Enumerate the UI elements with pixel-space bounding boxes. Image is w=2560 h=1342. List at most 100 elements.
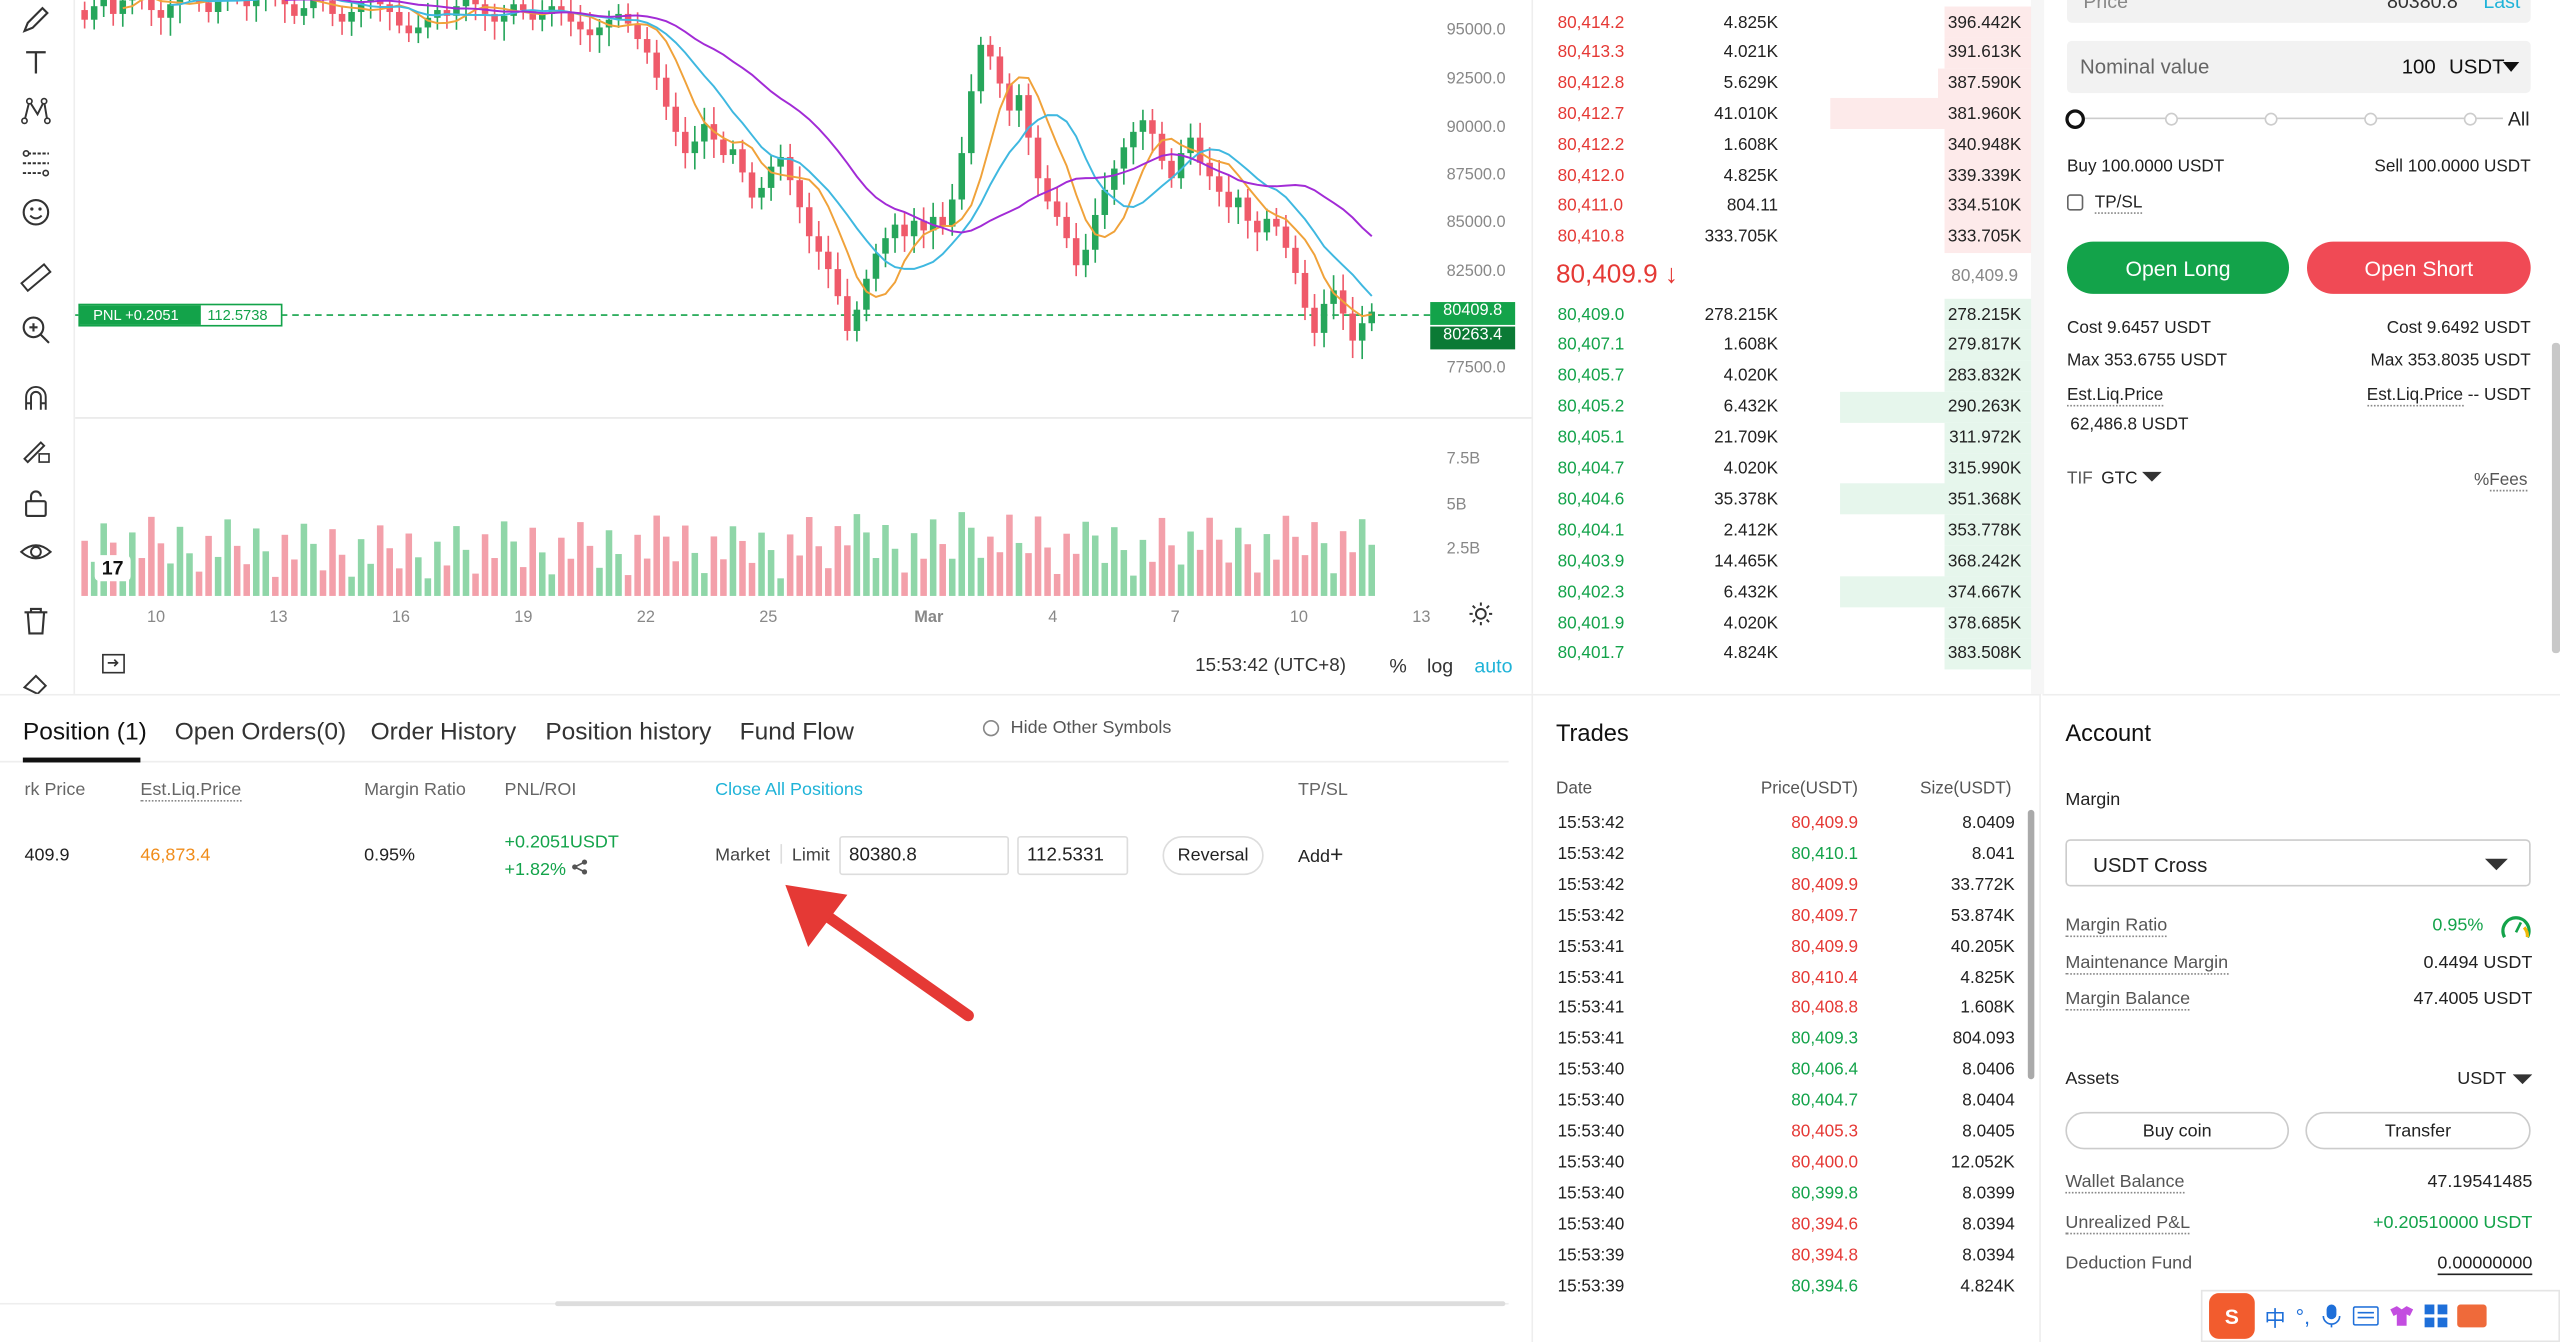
margin-mode-select[interactable]: USDT Cross bbox=[2065, 839, 2531, 887]
slider-mark[interactable] bbox=[2463, 112, 2477, 126]
auto-toggle[interactable]: auto bbox=[1474, 654, 1513, 678]
last-button[interactable]: Last bbox=[2483, 0, 2521, 14]
close-all-positions-button[interactable]: Close All Positions bbox=[715, 780, 863, 801]
price-input[interactable]: Price 80380.8 Last bbox=[2066, 0, 2531, 23]
tpsl-checkbox[interactable] bbox=[2066, 194, 2084, 211]
assets-unit[interactable]: USDT bbox=[2457, 1069, 2507, 1090]
tab-open-orders[interactable]: Open Orders(0) bbox=[174, 718, 347, 747]
bid-row[interactable]: 80,407.1 1.608K 279.817K bbox=[1533, 329, 2043, 361]
slider-mark[interactable] bbox=[2164, 112, 2179, 126]
keyboard-icon[interactable] bbox=[2352, 1306, 2379, 1326]
y-tick: 90000.0 bbox=[1446, 119, 1506, 138]
margin-balance-label[interactable]: Margin Balance bbox=[2065, 989, 2191, 1011]
ask-row[interactable]: 80,412.8 5.629K 387.590K bbox=[1533, 67, 2043, 99]
bid-row[interactable]: 80,405.7 4.020K 283.832K bbox=[1533, 360, 2043, 392]
ime-language[interactable]: 中 bbox=[2264, 1305, 2286, 1330]
bid-row[interactable]: 80,402.3 6.432K 374.667K bbox=[1533, 576, 2043, 608]
eraser-icon[interactable] bbox=[16, 663, 55, 702]
ask-row[interactable]: 80,412.0 4.825K 339.339K bbox=[1533, 160, 2043, 192]
mascot-icon[interactable] bbox=[2456, 1304, 2487, 1328]
bid-row[interactable]: 80,404.6 35.378K 351.368K bbox=[1533, 483, 2043, 515]
bid-row[interactable]: 80,404.1 2.412K 353.778K bbox=[1533, 514, 2043, 546]
chart-settings-icon[interactable] bbox=[1469, 602, 1493, 633]
tab-position[interactable]: Position (1) bbox=[22, 718, 147, 747]
date-range-icon[interactable] bbox=[101, 653, 127, 684]
tab-position-history[interactable]: Position history bbox=[545, 718, 712, 747]
fib-tool-icon[interactable] bbox=[16, 144, 55, 183]
caret-down-icon[interactable] bbox=[2501, 57, 2521, 80]
ruler-icon[interactable] bbox=[16, 258, 55, 297]
pattern-tool-icon[interactable] bbox=[16, 91, 55, 130]
bid-row[interactable]: 80,401.7 4.824K 383.508K bbox=[1533, 638, 2043, 670]
bid-row[interactable]: 80,404.7 4.020K 315.990K bbox=[1533, 453, 2043, 485]
zoom-in-icon[interactable] bbox=[16, 310, 55, 349]
est-liq-label[interactable]: Est.Liq.Price bbox=[2066, 385, 2164, 407]
hide-other-radio[interactable] bbox=[982, 720, 1000, 737]
log-toggle[interactable]: log bbox=[1426, 654, 1454, 678]
est-liq-label[interactable]: Est.Liq.Price bbox=[2366, 385, 2464, 407]
ask-row[interactable]: 80,412.2 1.608K 340.948K bbox=[1533, 129, 2043, 161]
percent-toggle[interactable]: % bbox=[1389, 654, 1407, 678]
market-close-button[interactable]: Market bbox=[715, 845, 771, 866]
trade-row: 15:53:42 80,410.1 8.041 bbox=[1533, 844, 2023, 875]
trades-scrollbar[interactable] bbox=[2027, 809, 2035, 1080]
punctuation-icon[interactable]: °, bbox=[2295, 1303, 2310, 1329]
skin-icon[interactable] bbox=[2388, 1305, 2414, 1328]
amount-slider[interactable] bbox=[2065, 108, 2514, 131]
limit-price-input[interactable]: 80380.8 bbox=[839, 835, 1010, 876]
ask-row[interactable]: 80,411.0 804.11 334.510K bbox=[1533, 190, 2043, 222]
nominal-value-input[interactable]: Nominal value 100 USDT bbox=[2066, 40, 2531, 94]
pnl-line-label[interactable]: PNL +0.2051 112.5738 bbox=[78, 303, 283, 327]
bid-row[interactable]: 80,405.2 6.432K 290.263K bbox=[1533, 391, 2043, 423]
sogou-logo-icon[interactable]: S bbox=[2209, 1293, 2255, 1339]
microphone-icon[interactable] bbox=[2320, 1303, 2343, 1329]
slider-mark[interactable] bbox=[2364, 112, 2378, 126]
transfer-button[interactable]: Transfer bbox=[2305, 1111, 2531, 1150]
bid-row[interactable]: 80,405.1 21.709K 311.972K bbox=[1533, 422, 2043, 454]
reversal-button[interactable]: Reversal bbox=[1162, 835, 1264, 876]
eye-icon[interactable] bbox=[16, 532, 55, 571]
hide-other-label[interactable]: Hide Other Symbols bbox=[1010, 718, 1172, 738]
tab-fund-flow[interactable]: Fund Flow bbox=[739, 718, 854, 747]
slider-all[interactable]: All bbox=[2507, 107, 2530, 131]
bid-row[interactable]: 80,401.9 4.020K 378.685K bbox=[1533, 607, 2043, 639]
lock-icon[interactable] bbox=[16, 483, 55, 522]
toolbox-icon[interactable] bbox=[2424, 1304, 2448, 1328]
wallet-balance-label[interactable]: Wallet Balance bbox=[2065, 1172, 2185, 1194]
slider-handle[interactable] bbox=[2065, 109, 2085, 129]
add-tpsl-button[interactable]: Add+ bbox=[1298, 842, 1343, 866]
volume-bar bbox=[338, 554, 346, 596]
ask-row[interactable]: 80,413.3 4.021K 391.613K bbox=[1533, 37, 2043, 69]
limit-qty-input[interactable]: 112.5331 bbox=[1017, 835, 1129, 876]
bid-row[interactable]: 80,403.9 14.465K 368.242K bbox=[1533, 545, 2043, 577]
margin-ratio-label[interactable]: Margin Ratio bbox=[2065, 915, 2168, 938]
pen-icon[interactable] bbox=[16, 0, 55, 39]
ask-row[interactable]: 80,414.2 4.825K 396.442K bbox=[1533, 6, 2043, 38]
pencil-lock-icon[interactable] bbox=[16, 431, 55, 470]
open-long-button[interactable]: Open Long bbox=[2066, 241, 2290, 294]
price-chart[interactable]: 95000.0 92500.0 90000.0 87500.0 85000.0 … bbox=[75, 0, 1532, 694]
form-scrollbar[interactable] bbox=[2551, 342, 2560, 654]
limit-close-button[interactable]: Limit bbox=[791, 845, 830, 866]
emoji-icon[interactable] bbox=[16, 193, 55, 232]
open-short-button[interactable]: Open Short bbox=[2307, 241, 2531, 294]
slider-mark[interactable] bbox=[2264, 112, 2278, 126]
magnet-icon[interactable] bbox=[16, 379, 55, 418]
tif-select[interactable]: GTC bbox=[2101, 469, 2162, 488]
tab-order-history[interactable]: Order History bbox=[370, 718, 517, 747]
maintenance-margin-label[interactable]: Maintenance Margin bbox=[2065, 953, 2229, 975]
text-tool-icon[interactable] bbox=[16, 42, 55, 81]
caret-down-icon[interactable] bbox=[2512, 1073, 2533, 1086]
ask-row[interactable]: 80,410.8 333.705K 333.705K bbox=[1533, 221, 2043, 253]
ask-row[interactable]: 80,412.7 41.010K 381.960K bbox=[1533, 98, 2043, 130]
fees-link[interactable]: %Fees bbox=[2474, 470, 2528, 492]
trash-icon[interactable] bbox=[16, 601, 55, 640]
volume-bar bbox=[233, 545, 241, 596]
unrealized-pnl-label[interactable]: Unrealized P&L bbox=[2065, 1213, 2191, 1235]
horizontal-scrollbar[interactable] bbox=[555, 1301, 1506, 1307]
tpsl-label[interactable]: TP/SL bbox=[2094, 192, 2143, 214]
bid-row[interactable]: 80,409.0 278.215K 278.215K bbox=[1533, 298, 2043, 330]
volume-bar bbox=[853, 514, 861, 596]
buy-coin-button[interactable]: Buy coin bbox=[2065, 1111, 2290, 1150]
share-icon[interactable] bbox=[571, 859, 587, 875]
